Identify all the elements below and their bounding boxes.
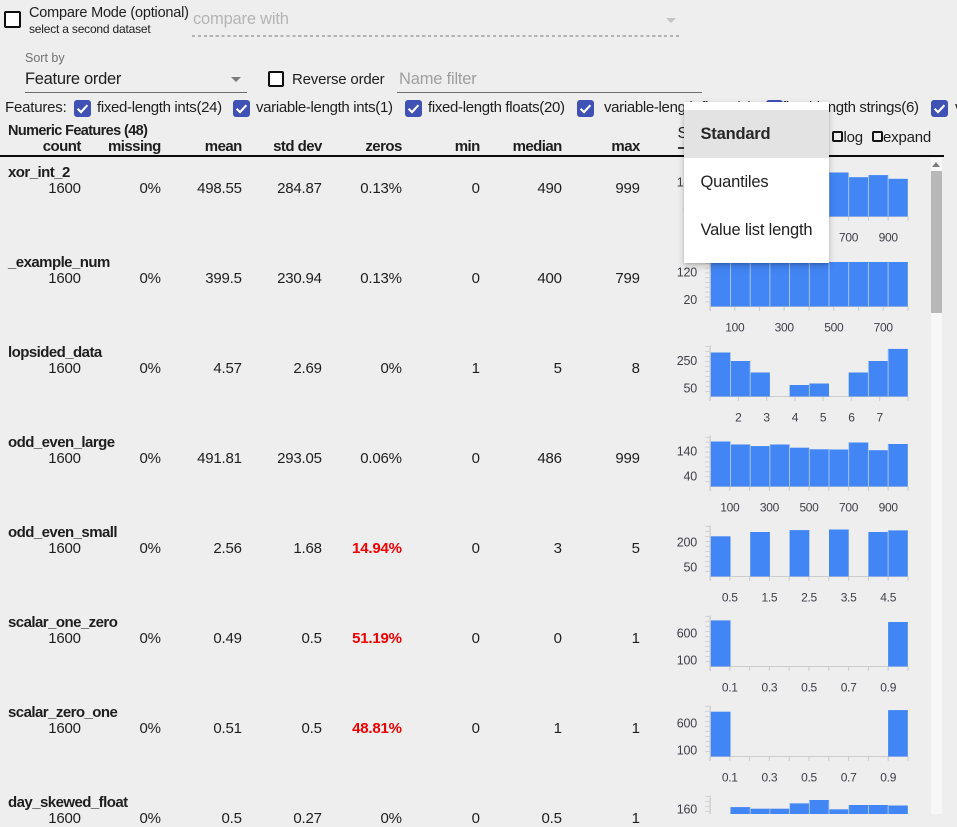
svg-text:4: 4 (792, 411, 799, 425)
svg-text:900: 900 (879, 231, 899, 245)
svg-text:700: 700 (839, 231, 859, 245)
svg-text:0.5: 0.5 (801, 681, 817, 695)
svg-text:6: 6 (848, 411, 855, 425)
svg-text:300: 300 (775, 321, 795, 335)
svg-text:40: 40 (683, 470, 697, 484)
svg-text:160: 160 (677, 803, 698, 814)
svg-text:0.7: 0.7 (841, 771, 857, 785)
svg-text:500: 500 (799, 501, 819, 515)
svg-text:100: 100 (725, 321, 745, 335)
svg-text:2: 2 (735, 411, 742, 425)
svg-text:600: 600 (677, 717, 698, 731)
svg-text:100: 100 (677, 744, 698, 758)
svg-text:0.3: 0.3 (762, 771, 778, 785)
svg-text:250: 250 (677, 354, 698, 368)
svg-text:140: 140 (677, 444, 698, 458)
svg-text:0.1: 0.1 (722, 681, 738, 695)
svg-text:1.5: 1.5 (762, 591, 778, 605)
svg-text:300: 300 (760, 501, 780, 515)
svg-text:0.1: 0.1 (722, 771, 738, 785)
svg-text:500: 500 (824, 321, 844, 335)
svg-text:4.5: 4.5 (880, 591, 896, 605)
svg-text:900: 900 (879, 501, 899, 515)
svg-text:3.5: 3.5 (841, 591, 857, 605)
svg-text:7: 7 (877, 411, 884, 425)
svg-text:50: 50 (683, 382, 697, 396)
svg-text:0.5: 0.5 (801, 771, 817, 785)
svg-text:600: 600 (677, 627, 698, 641)
svg-text:0.9: 0.9 (880, 681, 896, 695)
svg-text:50: 50 (683, 561, 697, 575)
svg-text:0.9: 0.9 (880, 771, 896, 785)
svg-text:100: 100 (720, 501, 740, 515)
svg-text:0.3: 0.3 (762, 681, 778, 695)
svg-text:700: 700 (874, 321, 894, 335)
svg-text:120: 120 (677, 265, 698, 279)
svg-text:5: 5 (820, 411, 827, 425)
svg-text:200: 200 (677, 536, 698, 550)
svg-text:100: 100 (677, 654, 698, 668)
svg-text:2.5: 2.5 (801, 591, 817, 605)
svg-text:700: 700 (839, 501, 859, 515)
svg-text:3: 3 (763, 411, 770, 425)
svg-text:20: 20 (683, 293, 697, 307)
svg-text:0.7: 0.7 (841, 681, 857, 695)
svg-text:0.5: 0.5 (722, 591, 738, 605)
